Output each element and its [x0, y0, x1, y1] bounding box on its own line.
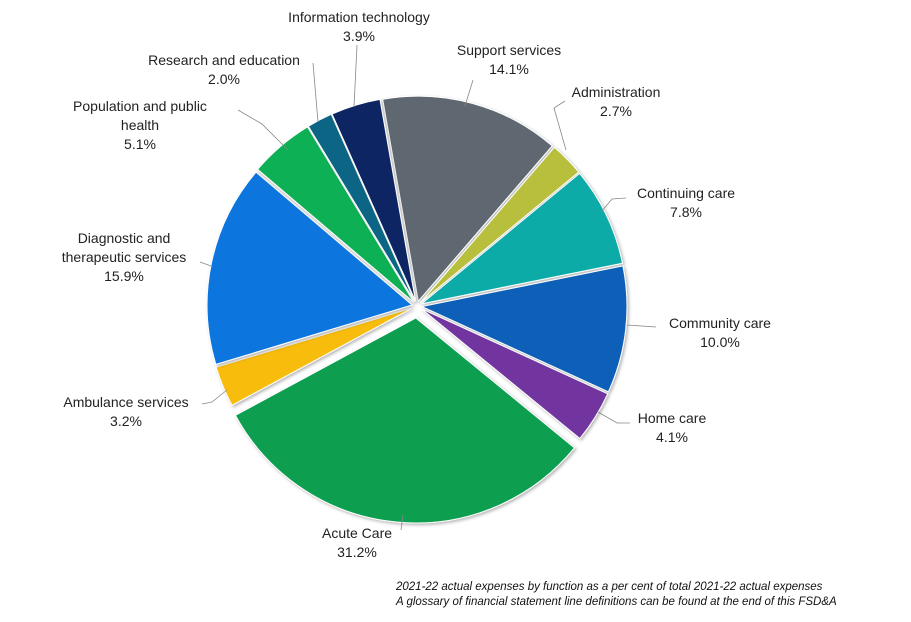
pie-slice-information-technology — [331, 98, 417, 302]
slice-label-value: 2.0% — [208, 71, 240, 87]
data-label: Support services 14.1% — [457, 41, 561, 79]
slice-label-value: 7.8% — [670, 204, 702, 220]
pie-slice-home-care — [420, 308, 609, 440]
leader-line — [626, 324, 657, 328]
slice-label-value: 4.1% — [656, 429, 688, 445]
slice-label-name: Ambulance services — [63, 394, 189, 410]
slice-label-name: Home care — [637, 410, 707, 426]
data-label: Administration 2.7% — [572, 83, 661, 121]
leader-line — [600, 197, 627, 213]
slice-label-value: 3.2% — [110, 413, 142, 429]
pie-slice-research-and-education — [307, 113, 416, 302]
slice-label-name: Administration — [571, 84, 661, 100]
data-label: Continuing care 7.8% — [637, 184, 735, 222]
leader-line — [597, 411, 630, 424]
slice-label-name: Information technology — [288, 9, 430, 25]
slice-label-name: Acute Care — [321, 525, 393, 541]
pie-slice-continuing-care — [421, 172, 624, 305]
leader-line — [312, 62, 319, 123]
slice-label-name: Support services — [456, 42, 562, 58]
pie-slice-community-care — [420, 265, 628, 393]
footnote-1: 2021-22 actual expenses by function as a… — [396, 581, 823, 593]
footnote-2: A glossary of financial statement line d… — [396, 596, 837, 608]
leader-line — [353, 44, 358, 108]
slice-label-name: Population and public health — [73, 98, 207, 133]
pie-slice-diagnostic-and-therapeutic-services — [206, 171, 414, 365]
data-label: Research and education 2.0% — [148, 51, 300, 89]
slice-label-name: Community care — [669, 315, 771, 331]
footnotes: 2021-22 actual expenses by function as a… — [396, 580, 837, 610]
slice-label-name: Continuing care — [636, 185, 736, 201]
data-label: Population and public health 5.1% — [70, 97, 210, 154]
slice-label-value: 3.9% — [343, 28, 375, 44]
leader-line — [237, 109, 289, 151]
slice-label-name: Diagnostic and therapeutic services — [61, 230, 187, 265]
pie-slice-ambulance-services — [215, 307, 413, 406]
leader-line — [464, 79, 474, 107]
data-label: Ambulance services 3.2% — [63, 393, 188, 431]
slice-label-name: Research and education — [148, 52, 300, 68]
data-label: Diagnostic and therapeutic services 15.9% — [44, 229, 204, 286]
data-label: Community care 10.0% — [669, 314, 771, 352]
pie-slice-support-services — [382, 95, 553, 303]
slice-label-value: 2.7% — [600, 103, 632, 119]
slice-label-value: 5.1% — [124, 136, 156, 152]
pie-slice-administration — [420, 146, 580, 303]
slice-label-value: 31.2% — [337, 544, 377, 560]
slice-label-value: 10.0% — [700, 334, 740, 350]
slice-label-value: 15.9% — [104, 268, 144, 284]
leader-line — [199, 261, 212, 267]
leader-line — [201, 389, 228, 405]
data-label: Home care 4.1% — [638, 409, 706, 447]
data-label: Information technology 3.9% — [288, 8, 430, 46]
slice-label-value: 14.1% — [489, 61, 529, 77]
pie-slice-acute-care — [234, 317, 576, 524]
pie-slice-population-and-public-health — [256, 126, 415, 303]
leader-line — [400, 514, 404, 531]
data-label: Acute Care 31.2% — [322, 524, 392, 562]
leader-line — [553, 100, 567, 151]
